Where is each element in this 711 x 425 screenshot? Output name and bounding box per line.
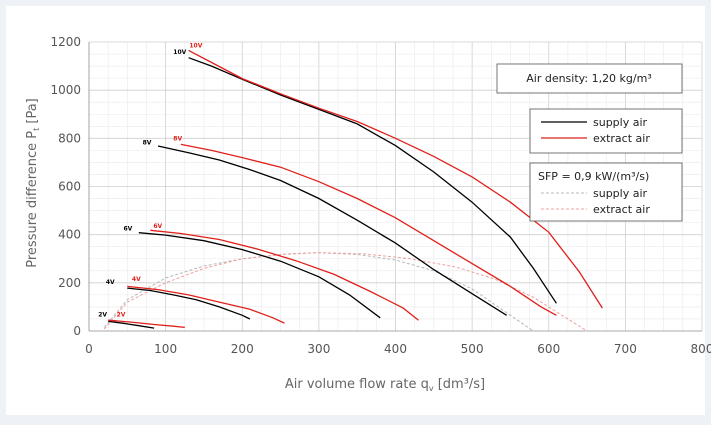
x-tick-label: 400 [384,342,407,356]
curve-label: 2V [117,312,126,319]
fan-curve-10v [188,57,557,304]
curve-label: 2V [98,312,107,319]
legend-label-sfp-extract: extract air [593,203,650,216]
x-tick-label: 600 [537,342,560,356]
fan-curve-4v [127,285,285,324]
x-tick-label: 500 [461,342,484,356]
curve-label: 4V [106,279,115,286]
curve-label: 8V [173,136,182,143]
fan-curve-6v [138,232,381,319]
ticks: 0 100 200 300 400 500 600 700 800 0 200 400 600 800 10… [50,35,711,356]
y-tick-label: 1000 [50,83,81,97]
curve-label: 4V [132,276,141,283]
x-tick-label: 200 [231,342,254,356]
x-axis-label: Air volume flow rate qv [dm³/s] [285,377,485,393]
curve-label: 10V [189,42,202,49]
x-tick-label: 100 [154,342,177,356]
y-tick-label: 0 [73,324,81,338]
y-tick-label: 1200 [50,35,81,49]
density-note-box: Air density: 1,20 kg/m³ [496,63,683,94]
y-tick-label: 600 [58,180,81,194]
density-note: Air density: 1,20 kg/m³ [526,72,652,85]
legend-sfp-title: SFP = 0,9 kW/(m³/s) [538,170,649,183]
x-tick-label: 700 [614,342,637,356]
fan-curve-8v [157,145,507,316]
sfp-curve [103,252,588,332]
legend-main: supply air extract air [529,108,683,154]
curve-label: 8V [143,139,152,146]
fan-curve-2v [108,320,155,329]
legend-label-extract: extract air [593,132,650,145]
y-axis-label: Pressure difference Pt [Pa] [25,98,41,268]
fan-curve-6v [150,229,419,321]
legend-label-supply: supply air [593,116,648,129]
fan-curve-10v [188,49,603,309]
y-tick-label: 200 [58,276,81,290]
curve-label: 6V [153,223,162,230]
sfp-curves [103,252,588,332]
y-tick-label: 800 [58,131,81,145]
fan-curve-8v [180,143,557,316]
curve-label: 10V [173,49,186,56]
x-tick-label: 800 [691,342,711,356]
fan-curves [108,49,603,329]
y-tick-label: 400 [58,228,81,242]
legend-sfp: SFP = 0,9 kW/(m³/s) supply air extract a… [529,162,683,222]
curve-label: 6V [123,225,132,232]
x-tick-label: 0 [85,342,93,356]
x-tick-label: 300 [307,342,330,356]
fan-curve-4v [127,287,251,320]
legend-label-sfp-supply: supply air [593,187,648,200]
fan-curve-2v [108,319,185,329]
